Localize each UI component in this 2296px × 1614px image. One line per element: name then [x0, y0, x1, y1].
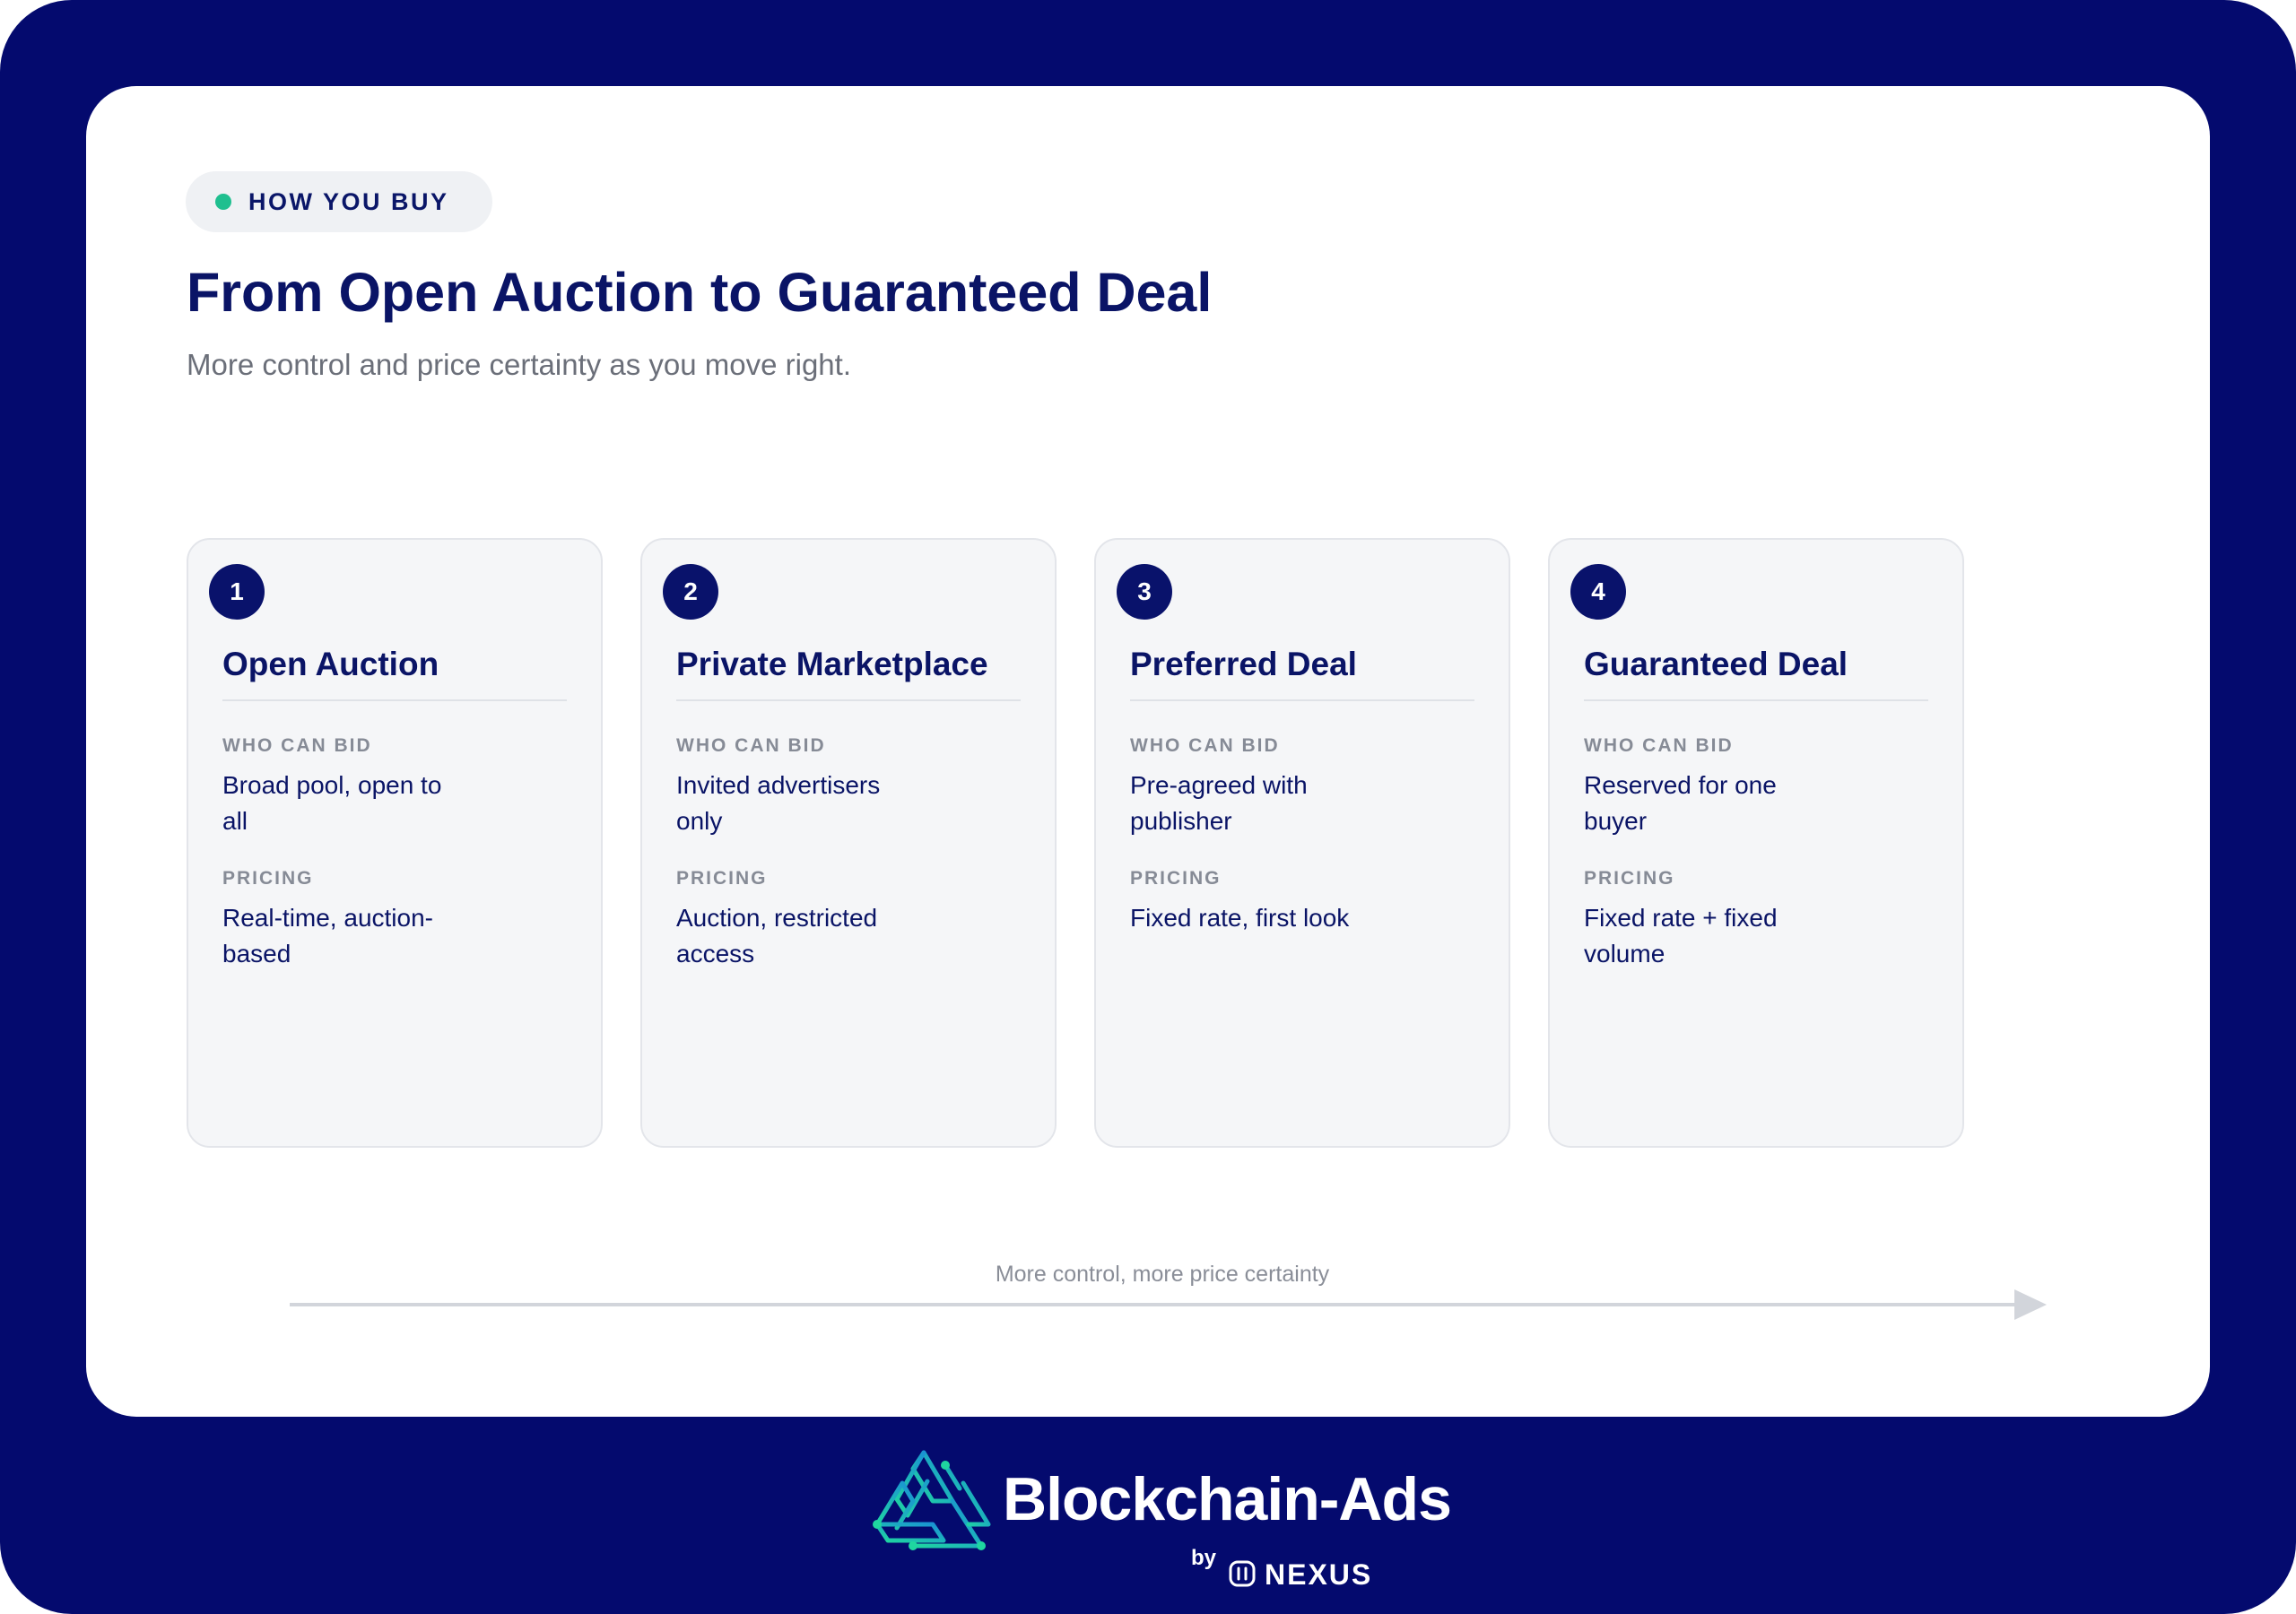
card-divider: [1130, 699, 1474, 701]
card-divider: [676, 699, 1021, 701]
brand-name: Blockchain-Ads: [1003, 1465, 1452, 1533]
pricing-value: Real-time, auction-based: [222, 904, 433, 968]
page-subtitle: More control and price certainty as you …: [187, 348, 852, 381]
card-title: Preferred Deal: [1130, 646, 1357, 682]
card-divider: [222, 699, 567, 701]
pricing-label: PRICING: [676, 868, 768, 889]
who-can-bid-value: Invited advertisers only: [676, 771, 881, 835]
brand-by-label: by: [1191, 1546, 1217, 1570]
who-can-bid-value: Pre-agreed with publisher: [1130, 771, 1308, 835]
card-title: Guaranteed Deal: [1584, 646, 1848, 682]
who-can-bid-value: Broad pool, open to all: [222, 771, 442, 835]
pricing-value: Fixed rate, first look: [1130, 904, 1350, 932]
blockchain-ads-logo-icon: [873, 1450, 991, 1550]
card-private-marketplace: 2 Private Marketplace WHO CAN BID Invite…: [640, 538, 1057, 1148]
who-can-bid-label: WHO CAN BID: [1584, 735, 1734, 756]
card-open-auction: 1 Open Auction WHO CAN BID Broad pool, o…: [187, 538, 603, 1148]
status-dot-icon: [215, 194, 231, 210]
who-can-bid-label: WHO CAN BID: [676, 735, 826, 756]
pricing-label: PRICING: [222, 868, 314, 889]
card-title: Open Auction: [222, 646, 439, 682]
card-divider: [1584, 699, 1928, 701]
who-can-bid-label: WHO CAN BID: [1130, 735, 1280, 756]
partner-name: NEXUS: [1265, 1558, 1373, 1591]
progress-arrow-line: [290, 1303, 2030, 1306]
nexus-logo-icon: [1229, 1560, 1256, 1587]
who-can-bid-label: WHO CAN BID: [222, 735, 372, 756]
section-tag: HOW YOU BUY: [186, 171, 492, 232]
pricing-value: Auction, restricted access: [676, 904, 878, 968]
step-number-badge: 3: [1117, 564, 1172, 620]
card-guaranteed-deal: 4 Guaranteed Deal WHO CAN BID Reserved f…: [1548, 538, 1964, 1148]
pricing-label: PRICING: [1130, 868, 1222, 889]
arrow-right-icon: [2014, 1289, 2047, 1320]
pricing-label: PRICING: [1584, 868, 1675, 889]
step-number-badge: 1: [209, 564, 265, 620]
arrow-caption: More control, more price certainty: [995, 1262, 1330, 1287]
card-title: Private Marketplace: [676, 646, 988, 682]
section-tag-label: HOW YOU BUY: [248, 187, 449, 215]
page-title: From Open Auction to Guaranteed Deal: [187, 262, 1213, 323]
content-panel: HOW YOU BUY From Open Auction to Guarant…: [86, 86, 2210, 1417]
pricing-value: Fixed rate + fixed volume: [1584, 904, 1778, 968]
card-preferred-deal: 3 Preferred Deal WHO CAN BID Pre-agreed …: [1094, 538, 1510, 1148]
step-number-badge: 4: [1570, 564, 1626, 620]
who-can-bid-value: Reserved for one buyer: [1584, 771, 1777, 835]
step-number-badge: 2: [663, 564, 718, 620]
